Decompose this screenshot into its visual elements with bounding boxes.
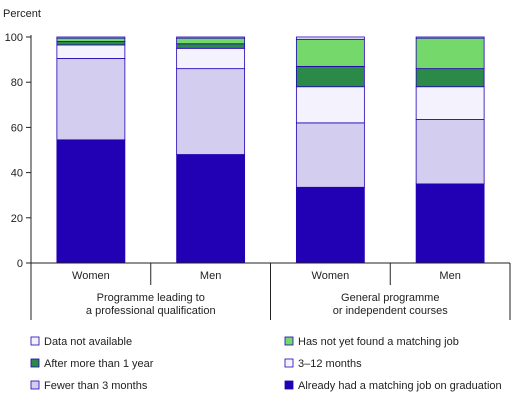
y-tick-label: 40 [11, 168, 23, 180]
bar-segment [56, 37, 126, 42]
y-axis-label: Percent [3, 8, 41, 20]
bar-segment [415, 119, 485, 185]
bar-segment [176, 37, 246, 45]
bar-segment [56, 36, 126, 39]
legend: Data not available Has not yet found a ma… [30, 336, 502, 392]
bar-segment [295, 36, 365, 40]
y-tick-label: 100 [5, 32, 23, 44]
legend-swatch [30, 358, 40, 368]
legend-label: Data not available [44, 336, 132, 348]
x-tick-label: Men [200, 270, 221, 282]
bars [56, 36, 485, 264]
bar-segment [295, 186, 365, 264]
group-label-line2: or independent courses [333, 305, 448, 317]
bar-segment [56, 44, 126, 59]
legend-swatch [284, 358, 294, 368]
bar-segment [176, 68, 246, 155]
x-tick-label: Women [312, 270, 350, 282]
group-label-line1: General programme [341, 292, 439, 304]
bar-segment [56, 58, 126, 141]
legend-label: Fewer than 3 months [44, 380, 148, 392]
x-tick-label: Women [72, 270, 110, 282]
bar-segment [295, 86, 365, 124]
legend-swatch [284, 380, 294, 390]
legend-swatch [30, 380, 40, 390]
axes: 0 20 40 60 80 100 Women Men Women Men Programme le… [5, 32, 511, 320]
y-tick-label: 0 [17, 258, 23, 270]
x-tick-label: Men [439, 270, 460, 282]
bar-segment [176, 36, 246, 39]
y-tick-label: 20 [11, 213, 23, 225]
bar-segment [56, 41, 126, 46]
bar-segment [415, 86, 485, 120]
bar-segment [176, 43, 246, 49]
y-tick-label: 80 [11, 77, 23, 89]
legend-label: Has not yet found a matching job [298, 336, 459, 348]
legend-swatch [284, 336, 294, 346]
bar-segment [415, 68, 485, 88]
bar-segment [295, 65, 365, 88]
bar-segment [415, 37, 485, 70]
legend-label: After more than 1 year [44, 358, 154, 370]
bar-segment [295, 38, 365, 67]
legend-label: Already had a matching job on graduation [298, 380, 502, 392]
legend-label: 3–12 months [298, 358, 362, 370]
bar-segment [56, 139, 126, 264]
bar-segment [176, 47, 246, 70]
legend-swatch [30, 336, 40, 346]
group-label-line1: Programme leading to [97, 292, 205, 304]
bar-segment [176, 154, 246, 264]
bar-segment [415, 36, 485, 39]
bar-segment [295, 122, 365, 188]
y-tick-label: 60 [11, 122, 23, 134]
bar-segment [415, 183, 485, 264]
group-label-line2: a professional qualification [86, 305, 216, 317]
